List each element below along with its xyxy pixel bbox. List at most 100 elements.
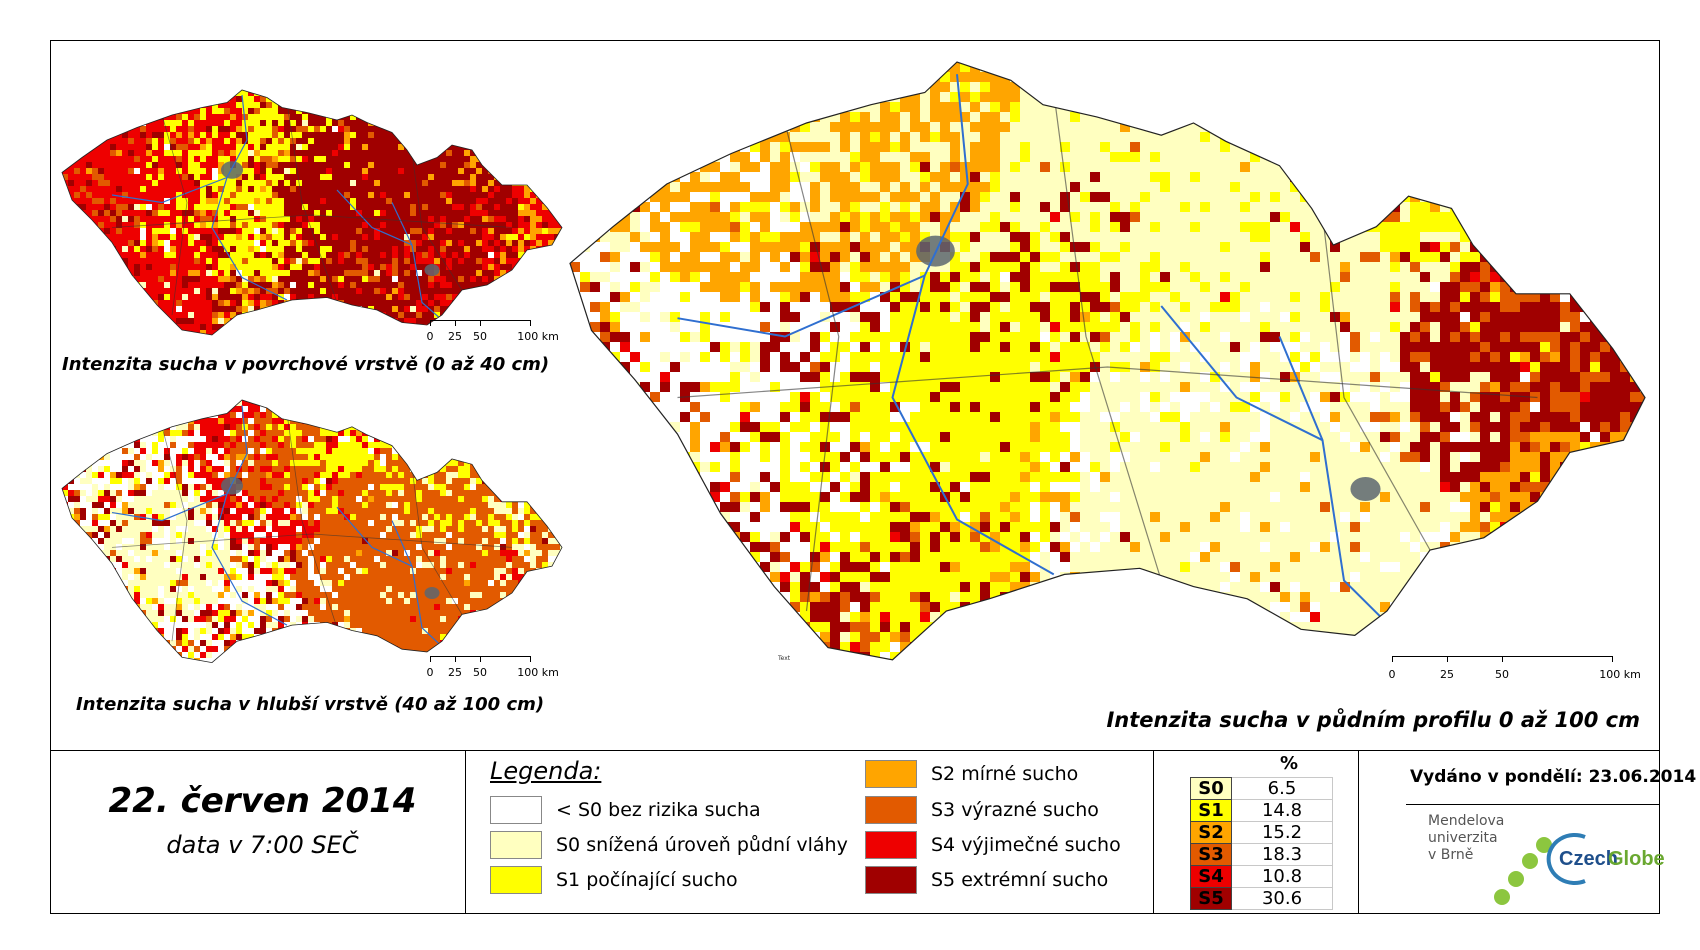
surface-map-svg	[61, 89, 563, 336]
issued-date: Vydáno v pondělí: 23.06.2014	[1410, 767, 1697, 787]
logo-text: Mendelova	[1428, 813, 1505, 829]
legend-swatch	[490, 831, 542, 859]
value-cell: 30.6	[1231, 887, 1333, 910]
legend-label: S0 snížená úroveň půdní vláhy	[556, 834, 848, 856]
watermark-text: Text	[777, 655, 791, 662]
table-row: S5 30.6	[1190, 887, 1333, 910]
logo-dot	[1494, 889, 1510, 905]
scale-label: 100 km	[517, 666, 559, 679]
scale-tick	[530, 320, 531, 326]
table-row: S4 10.8	[1190, 865, 1333, 888]
scale-label: 50	[1495, 668, 1509, 681]
class-cell: S2	[1190, 821, 1232, 844]
drought-raster	[62, 90, 562, 335]
scale-label: 25	[1440, 668, 1454, 681]
legend-item: S0 snížená úroveň půdní vláhy	[490, 830, 848, 860]
logo-dot	[1508, 871, 1524, 887]
legend-item: S2 mírné sucho	[865, 759, 1078, 789]
legend-item: < S0 bez rizika sucha	[490, 795, 761, 825]
profile-drought-map: Text	[569, 61, 1646, 672]
class-cell: S4	[1190, 865, 1232, 888]
scale-tick	[480, 656, 481, 662]
scale-label: 0	[426, 330, 434, 343]
legend-label: S2 mírné sucho	[931, 763, 1079, 785]
legend-item: S3 výrazné sucho	[865, 795, 1099, 825]
logo-text: Globe	[1608, 848, 1665, 870]
deep-map-caption: Intenzita sucha v hlubší vrstvě (40 až 1…	[76, 694, 545, 715]
legend-swatch	[865, 796, 917, 824]
legend-item: S5 extrémní sucho	[865, 865, 1108, 895]
scale-tick	[455, 656, 456, 662]
logo-text: Czech	[1559, 848, 1618, 870]
logo-dot	[1536, 837, 1552, 853]
scale-label: 25	[448, 330, 462, 343]
value-cell: 14.8	[1231, 799, 1333, 822]
class-cell: S5	[1190, 887, 1232, 910]
value-cell: 6.5	[1231, 777, 1333, 800]
scale-label: 0	[1388, 668, 1396, 681]
legend-swatch	[865, 760, 917, 788]
info-bar: 22. červen 2014 data v 7:00 SEČ Legenda:…	[50, 750, 1696, 914]
surface-drought-map	[61, 89, 563, 340]
deep-scale-bar: 0 25 50 100 km	[426, 656, 559, 682]
logo-arc	[1546, 833, 1586, 885]
table-row: S2 15.2	[1190, 821, 1333, 844]
percent-header: %	[1280, 753, 1299, 774]
drought-raster	[62, 400, 562, 663]
deep-map-svg	[61, 399, 563, 664]
legend-title: Legenda:	[490, 757, 602, 785]
class-cell: S0	[1190, 777, 1232, 800]
scale-tick	[430, 320, 431, 326]
percent-table: S0 6.5 S1 14.8 S2 15.2 S3 18.3 S4 10.8 S…	[1190, 777, 1333, 910]
value-cell: 18.3	[1231, 843, 1333, 866]
legend-label: S3 výrazné sucho	[931, 799, 1099, 821]
country-border	[569, 61, 1646, 661]
legend-label: S4 výjimečné sucho	[931, 834, 1121, 856]
scale-tick	[1392, 656, 1393, 662]
class-cell: S3	[1190, 843, 1232, 866]
legend-label: S1 počínající sucho	[556, 869, 738, 891]
value-cell: 15.2	[1231, 821, 1333, 844]
profile-scale-bar: 0 25 50 100 km	[1388, 656, 1641, 686]
table-row: S3 18.3	[1190, 843, 1333, 866]
scale-label: 50	[473, 666, 487, 679]
date-title: 22. červen 2014	[108, 781, 417, 821]
profile-map-svg: Text	[569, 61, 1646, 662]
logo-dot	[1522, 853, 1538, 869]
divider	[1153, 751, 1154, 914]
profile-map-caption: Intenzita sucha v půdním profilu 0 až 10…	[1106, 708, 1640, 732]
scale-tick	[430, 656, 431, 662]
value-cell: 10.8	[1231, 865, 1333, 888]
mendel-university-logo: Mendelova univerzita v Brně	[1428, 813, 1504, 864]
data-time: data v 7:00 SEČ	[166, 831, 359, 859]
legend-swatch	[865, 866, 917, 894]
divider	[465, 751, 466, 914]
table-row: S0 6.5	[1190, 777, 1333, 800]
scale-tick	[530, 656, 531, 662]
country-border	[61, 399, 563, 664]
scale-tick	[480, 320, 481, 326]
scale-label: 0	[426, 666, 434, 679]
logo-text: v Brně	[1428, 847, 1474, 863]
legend-swatch	[865, 831, 917, 859]
table-row: S1 14.8	[1190, 799, 1333, 822]
scale-label: 50	[473, 330, 487, 343]
scale-tick	[1502, 656, 1503, 662]
divider	[1358, 751, 1359, 914]
legend-swatch	[490, 866, 542, 894]
class-cell: S1	[1190, 799, 1232, 822]
scale-label: 25	[448, 666, 462, 679]
legend-label: S5 extrémní sucho	[931, 869, 1109, 891]
scale-label: 100 km	[1599, 668, 1641, 681]
surface-scale-bar: 0 25 50 100 km	[426, 320, 559, 346]
legend-item: S4 výjimečné sucho	[865, 830, 1121, 860]
divider	[1406, 804, 1660, 805]
scale-tick	[455, 320, 456, 326]
logo-text: univerzita	[1428, 830, 1498, 846]
country-border	[61, 89, 563, 336]
surface-map-caption: Intenzita sucha v povrchové vrstvě (0 až…	[62, 354, 550, 375]
legend-item: S1 počínající sucho	[490, 865, 738, 895]
scale-tick	[1612, 656, 1613, 662]
czechglobe-logo: Czech Globe	[1546, 833, 1665, 885]
legend-swatch	[490, 796, 542, 824]
